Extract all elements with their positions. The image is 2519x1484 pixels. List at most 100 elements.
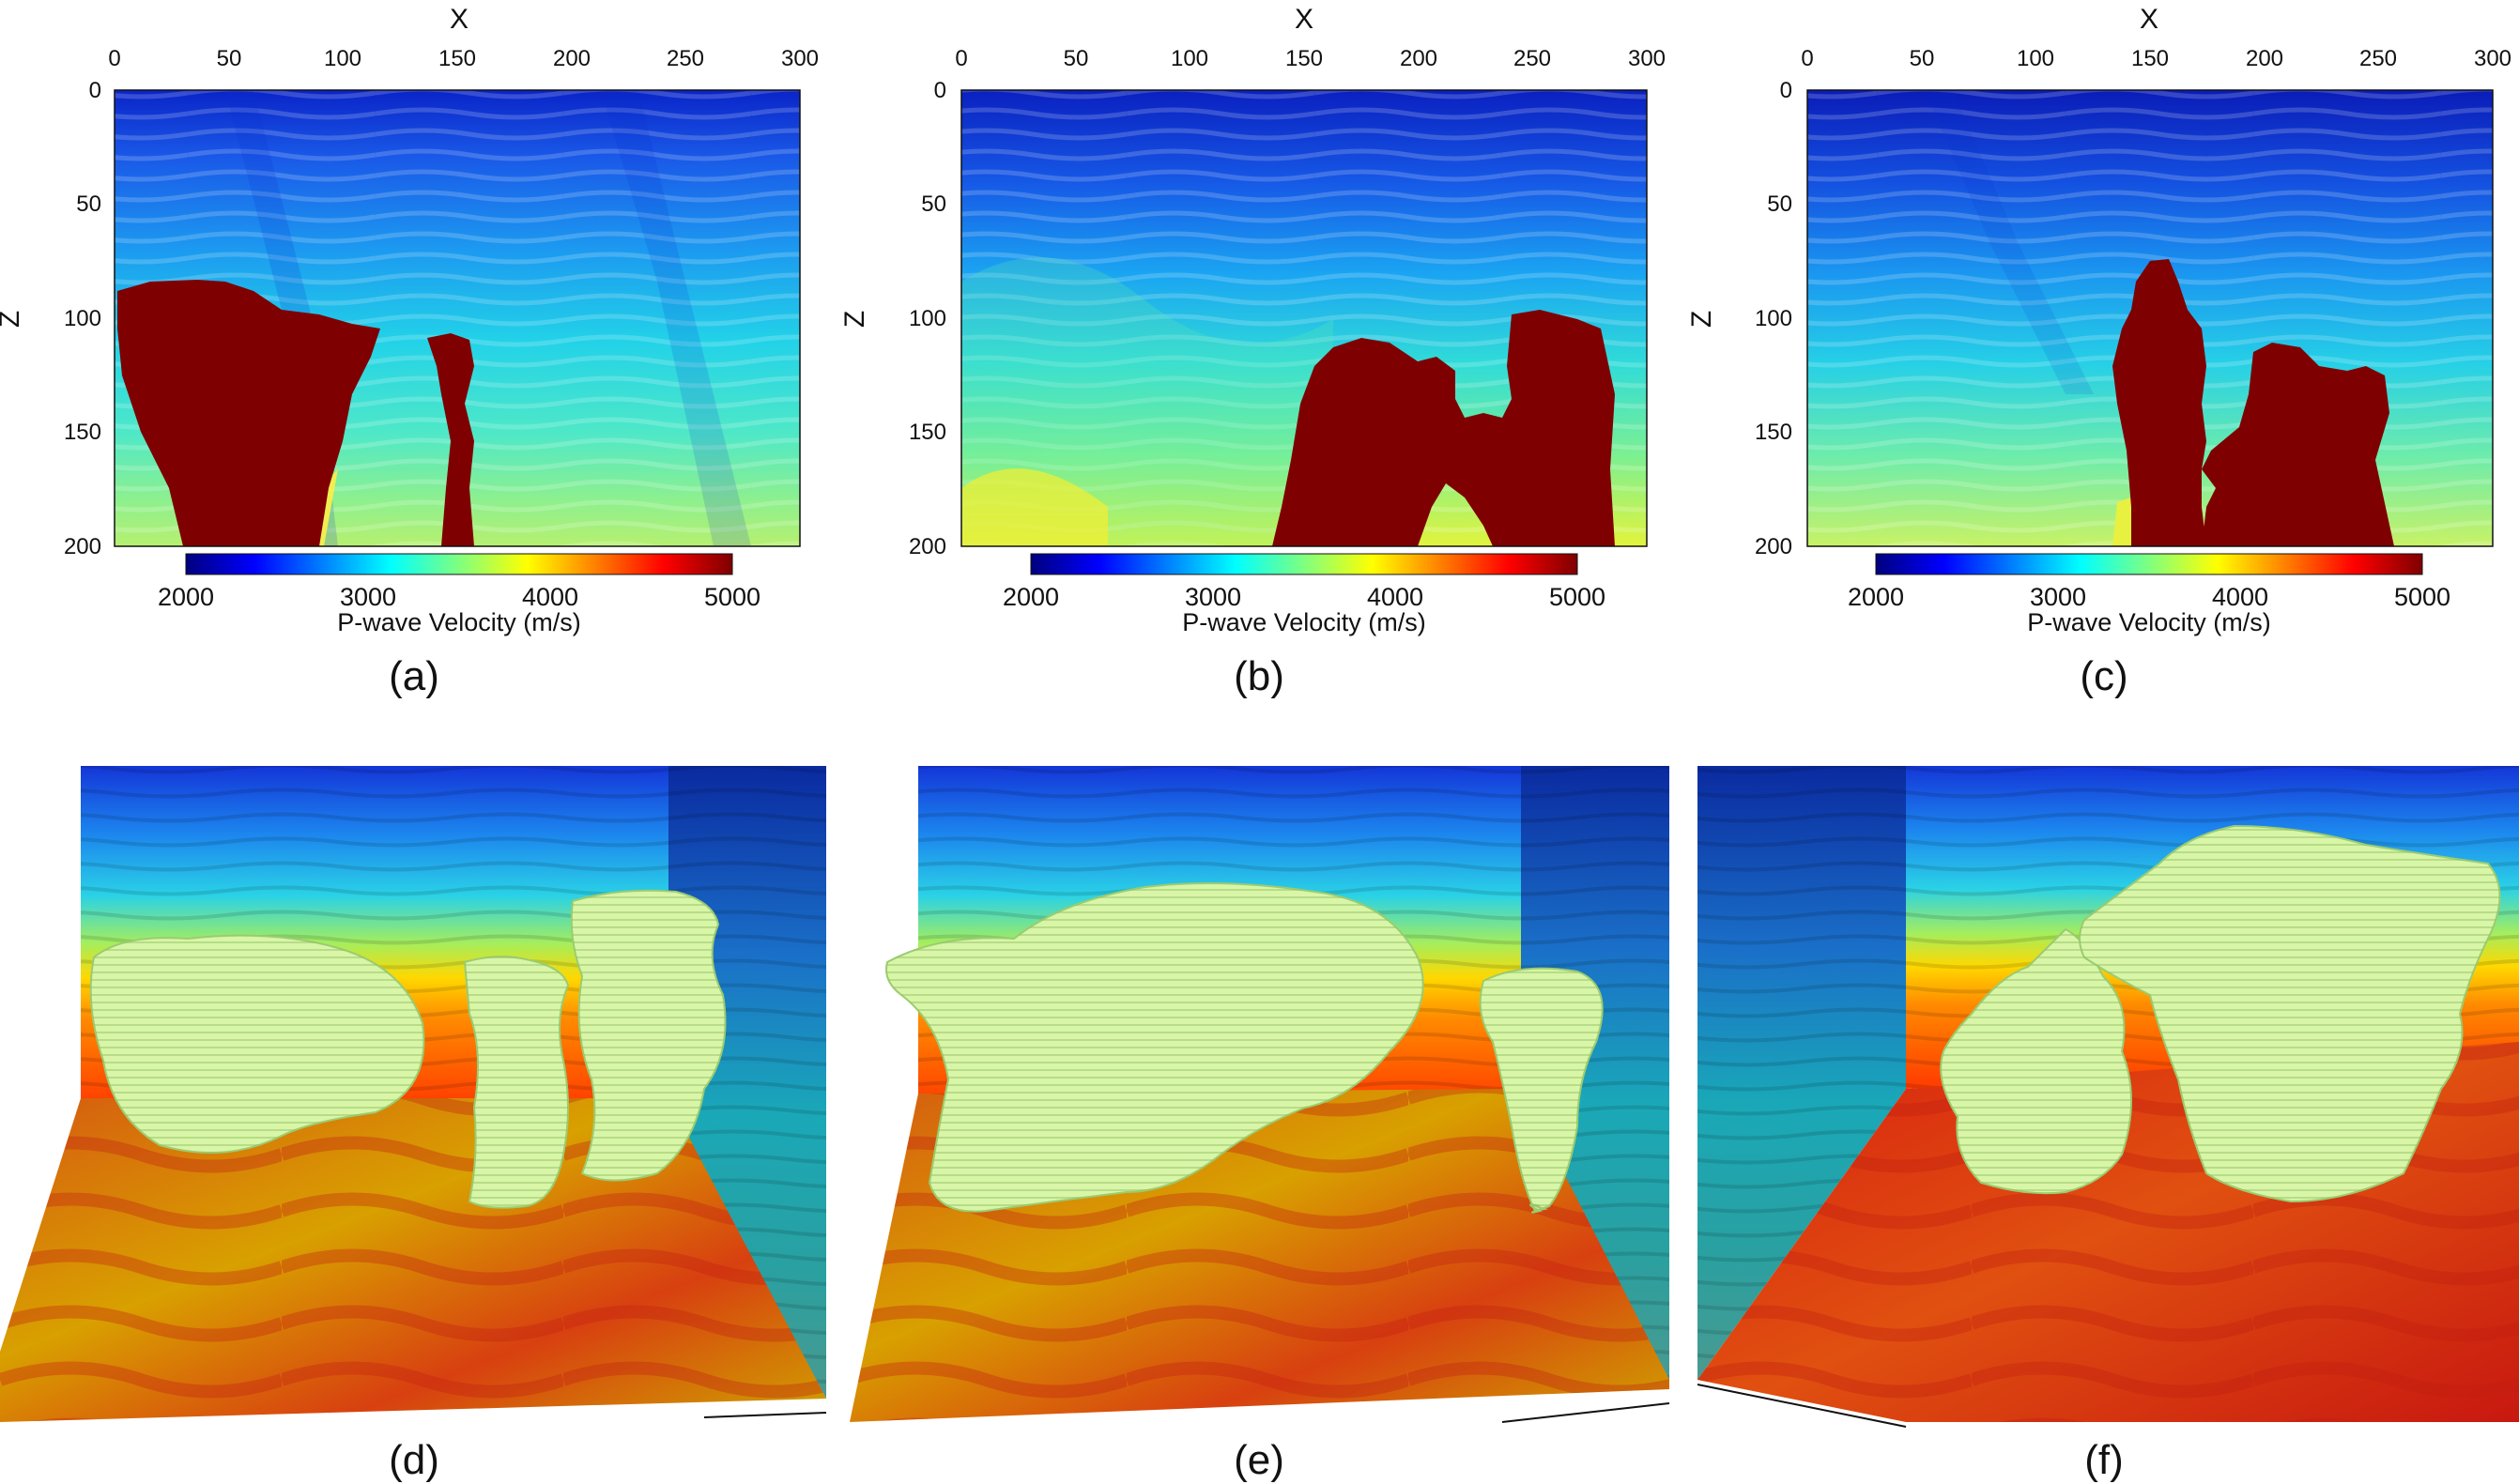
colorbar-tick: 2000 <box>158 583 214 611</box>
x-tick-label: 150 <box>1285 46 1323 71</box>
salt-texture <box>465 956 568 1208</box>
salt-texture <box>1480 968 1603 1213</box>
x-tick-label: 300 <box>781 46 819 71</box>
salt-texture <box>1941 929 2131 1194</box>
x-axis-ticks: 0 50 100 150 200 250 300 <box>108 46 819 71</box>
panel-caption: (b) <box>1234 653 1284 699</box>
plot-frame <box>114 89 801 547</box>
x-tick-label: 200 <box>1400 46 1437 71</box>
x-tick-label: 300 <box>2474 46 2511 71</box>
salt-body <box>117 280 380 546</box>
panel-caption: (e) <box>1234 1437 1284 1483</box>
salt-texture <box>90 935 424 1153</box>
panel-a: X Z 0 50 100 150 200 250 300 0 50 100 15… <box>0 4 819 699</box>
panel-c: X Z 0 50 100 150 200 250 300 0 50 100 15… <box>1686 4 2511 699</box>
salt-texture <box>571 890 726 1181</box>
axis-tick-strip <box>1697 1384 1907 1428</box>
colorbar-tick: 4000 <box>2212 583 2268 611</box>
x-axis-label: X <box>2140 4 2158 35</box>
fault-zone <box>601 90 751 546</box>
panel-caption: (a) <box>389 653 439 699</box>
colorbar-tick: 5000 <box>2394 583 2450 611</box>
x-tick-label: 200 <box>2246 46 2283 71</box>
panel-d: (d) <box>0 766 827 1483</box>
colorbar-tick: 5000 <box>1549 583 1605 611</box>
z-axis-ticks: 0 50 100 150 200 <box>909 78 946 559</box>
z-tick-label: 100 <box>909 306 946 331</box>
z-tick-label: 0 <box>934 78 946 103</box>
colorbar-label: P-wave Velocity (m/s) <box>1182 608 1426 636</box>
x-tick-label: 100 <box>1171 46 1208 71</box>
z-tick-label: 200 <box>1755 534 1792 559</box>
high-velocity-zone <box>961 468 1108 546</box>
x-tick-label: 200 <box>553 46 591 71</box>
z-tick-label: 150 <box>909 420 946 445</box>
x-tick-label: 150 <box>438 46 476 71</box>
plot-frame <box>1806 89 2494 547</box>
x-tick-label: 300 <box>1628 46 1666 71</box>
x-tick-label: 50 <box>1910 46 1935 71</box>
z-tick-label: 200 <box>64 534 101 559</box>
x-tick-label: 0 <box>1801 46 1813 71</box>
colorbar <box>185 553 733 575</box>
colorbar-tick: 4000 <box>1367 583 1423 611</box>
x-tick-label: 0 <box>108 46 120 71</box>
salt-body <box>427 333 474 546</box>
salt-body <box>2202 343 2394 546</box>
z-axis-ticks: 0 50 100 150 200 <box>1755 78 1792 559</box>
velocity-dome <box>961 257 1333 546</box>
z-tick-label: 100 <box>1755 306 1792 331</box>
salt-body <box>2112 259 2206 546</box>
x-tick-label: 250 <box>2359 46 2397 71</box>
salt-body <box>1272 310 1615 546</box>
salt-texture <box>886 883 1423 1212</box>
colorbar <box>1875 553 2423 575</box>
colorbar-tick: 3000 <box>2030 583 2086 611</box>
panel-f: (f) <box>1697 766 2519 1483</box>
panel-e: (e) <box>850 766 1670 1483</box>
z-axis-ticks: 0 50 100 150 200 <box>64 78 101 559</box>
colorbar-tick: 2000 <box>1003 583 1059 611</box>
panel-caption: (d) <box>389 1437 439 1483</box>
z-tick-label: 50 <box>921 191 946 217</box>
x-tick-label: 250 <box>1513 46 1551 71</box>
x-axis-ticks: 0 50 100 150 200 250 300 <box>955 46 1666 71</box>
z-tick-label: 150 <box>64 420 101 445</box>
panel-caption: (f) <box>2084 1437 2124 1483</box>
x-axis-label: X <box>1295 4 1313 35</box>
x-axis-label: X <box>450 4 468 35</box>
colorbar <box>1030 553 1578 575</box>
panel-caption: (c) <box>2080 653 2127 699</box>
salt-texture <box>2080 826 2500 1201</box>
x-tick-label: 150 <box>2131 46 2169 71</box>
x-tick-label: 250 <box>667 46 704 71</box>
wall-layers <box>1697 766 1906 1380</box>
x-tick-label: 100 <box>324 46 361 71</box>
z-axis-label: Z <box>0 311 25 328</box>
wall-layers <box>1521 766 1669 1380</box>
z-tick-label: 0 <box>1780 78 1792 103</box>
panel-b: X Z 0 50 100 150 200 250 300 0 50 100 15… <box>839 4 1666 699</box>
plot-frame <box>960 89 1648 547</box>
fault-zone <box>1925 90 2094 394</box>
x-tick-label: 0 <box>955 46 967 71</box>
z-tick-label: 150 <box>1755 420 1792 445</box>
z-tick-label: 100 <box>64 306 101 331</box>
x-tick-label: 50 <box>1064 46 1089 71</box>
colorbar-tick: 3000 <box>340 583 396 611</box>
x-axis-ticks: 0 50 100 150 200 250 300 <box>1801 46 2511 71</box>
colorbar-label: P-wave Velocity (m/s) <box>2027 608 2271 636</box>
z-axis-label: Z <box>1686 311 1717 328</box>
z-tick-label: 0 <box>89 78 101 103</box>
axis-tick-strip <box>1501 1402 1670 1423</box>
colorbar-label: P-wave Velocity (m/s) <box>337 608 581 636</box>
colorbar-tick: 3000 <box>1185 583 1241 611</box>
z-tick-label: 200 <box>909 534 946 559</box>
axis-tick-strip <box>703 1412 827 1418</box>
x-tick-label: 50 <box>217 46 242 71</box>
z-axis-label: Z <box>839 311 870 328</box>
z-tick-label: 50 <box>76 191 101 217</box>
colorbar-tick: 5000 <box>704 583 760 611</box>
z-tick-label: 50 <box>1767 191 1792 217</box>
colorbar-tick: 2000 <box>1848 583 1904 611</box>
